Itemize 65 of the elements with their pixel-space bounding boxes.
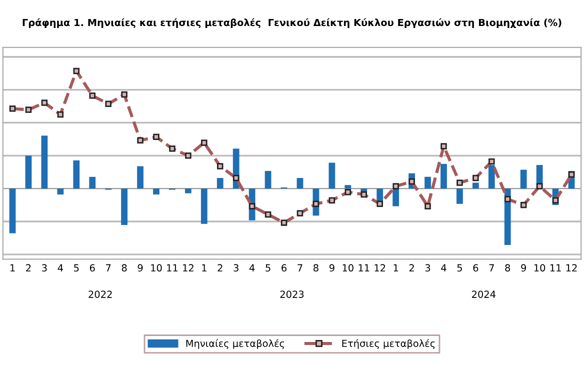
bar xyxy=(344,185,352,189)
x-tick-label: 9 xyxy=(521,264,526,272)
x-tick-label: 5 xyxy=(74,264,79,272)
x-tick-label: 9 xyxy=(329,264,334,272)
x-tick-label: 3 xyxy=(234,264,238,272)
bar xyxy=(472,182,479,189)
x-tick-label: 9 xyxy=(138,264,143,272)
x-tick-label: 12 xyxy=(566,264,577,272)
x-tick-label: 2 xyxy=(218,264,222,272)
bar xyxy=(296,178,304,189)
x-tick-label: 7 xyxy=(298,264,302,272)
bar xyxy=(456,188,463,204)
bar xyxy=(184,188,192,194)
x-tick-label: 6 xyxy=(90,264,95,272)
bar xyxy=(25,156,32,189)
bar xyxy=(121,188,128,226)
legend-label: Μηνιαίες μεταβολές xyxy=(186,339,284,349)
x-tick-label: 1 xyxy=(202,264,206,272)
bar xyxy=(328,162,336,189)
x-tick-label: 3 xyxy=(42,264,47,272)
x-tick-label: 5 xyxy=(266,264,270,272)
x-tick-label: 8 xyxy=(122,264,127,272)
x-tick-label: 10 xyxy=(342,264,354,272)
x-tick-label: 1 xyxy=(394,264,398,272)
x-tick-label: 2 xyxy=(26,264,31,272)
x-tick-label: 3 xyxy=(425,264,430,272)
x-tick-label: 6 xyxy=(282,264,286,272)
bar xyxy=(200,188,208,224)
bar xyxy=(89,176,96,189)
bar xyxy=(73,160,80,189)
x-tick-label: 10 xyxy=(151,264,162,272)
bar xyxy=(520,170,527,189)
x-tick-label: 10 xyxy=(534,264,546,272)
x-tick-label: 8 xyxy=(505,264,510,272)
text: 2022 xyxy=(88,290,112,298)
legend-label: Ετήσιες μεταβολές xyxy=(342,339,435,349)
x-tick-label: 2 xyxy=(409,264,414,272)
x-tick-label: 5 xyxy=(457,264,462,272)
x-tick-label: 4 xyxy=(249,264,255,272)
bar xyxy=(9,188,16,234)
bar xyxy=(153,188,160,194)
bar xyxy=(392,188,400,206)
bar xyxy=(137,166,144,189)
x-tick-label: 1 xyxy=(10,264,15,272)
bar xyxy=(264,170,272,189)
text: 2023 xyxy=(280,290,304,298)
x-tick-label: 8 xyxy=(314,264,318,272)
x-tick-label: 4 xyxy=(58,264,63,272)
chart-title: Γράφημα 1. Μηνιαίες και ετήσιες μεταβολές Γενικού Δείκτη Κύκλου Εργασιών στη Βιομηχανία (%) xyxy=(22,18,562,28)
bar xyxy=(424,176,431,189)
x-tick-label: 11 xyxy=(358,264,370,272)
bar xyxy=(41,136,48,189)
x-tick-label: 7 xyxy=(106,264,111,272)
x-tick-label: 7 xyxy=(489,264,494,272)
x-tick-label: 12 xyxy=(374,264,386,272)
x-tick-label: 12 xyxy=(183,264,194,272)
x-tick-label: 4 xyxy=(441,264,446,272)
text: 2024 xyxy=(472,290,496,298)
x-tick-label: 6 xyxy=(473,264,478,272)
bar xyxy=(216,178,224,189)
x-tick-label: 11 xyxy=(167,264,178,272)
bar xyxy=(440,164,447,189)
bar xyxy=(488,165,495,189)
x-tick-label: 11 xyxy=(550,264,561,272)
bar xyxy=(57,188,64,194)
